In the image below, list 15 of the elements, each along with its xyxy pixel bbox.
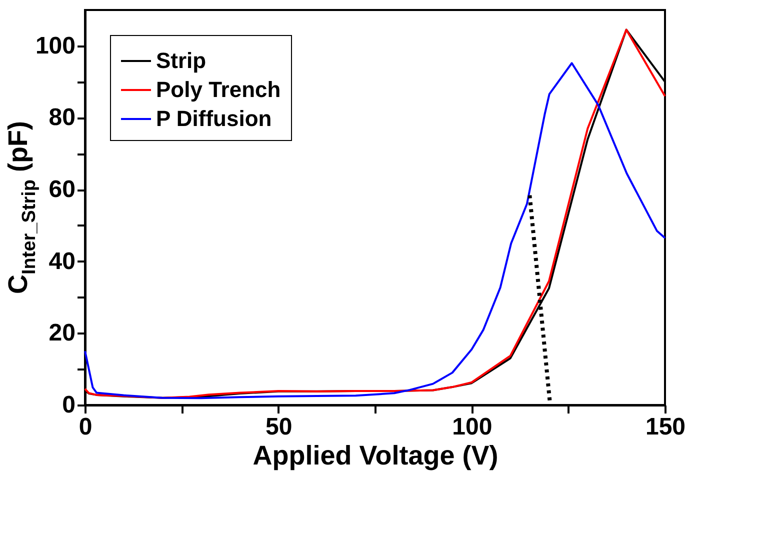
legend-label: Poly Trench <box>156 77 281 102</box>
x-tick-label: 0 <box>78 414 92 440</box>
y-tick-label: 80 <box>48 104 76 132</box>
y-tick-label: 100 <box>35 32 76 60</box>
legend-label: Strip <box>156 48 206 73</box>
legend-label: P Diffusion <box>156 106 272 131</box>
x-axis-title: Applied Voltage (V) <box>252 440 498 470</box>
y-axis-title: CInter_Strip (pF) <box>3 121 40 294</box>
x-tick-label: 100 <box>452 414 492 440</box>
y-tick-label: 20 <box>48 320 76 347</box>
x-tick-label: 150 <box>645 414 686 440</box>
y-tick-label: 40 <box>48 248 76 275</box>
y-tick-label: 60 <box>48 176 76 204</box>
y-tick-label: 0 <box>62 392 76 418</box>
x-tick-label: 50 <box>265 414 292 440</box>
